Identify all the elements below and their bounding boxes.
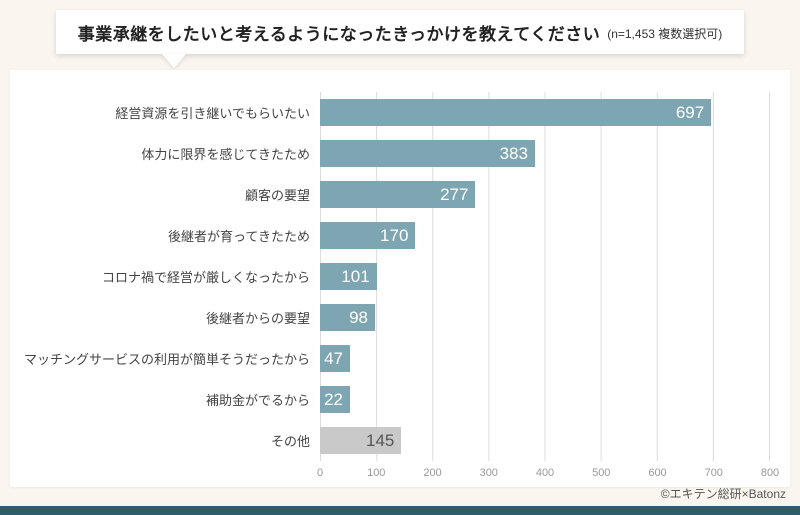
category-label: コロナ禍で経営が厳しくなったから — [101, 270, 310, 285]
bar-row: 697 — [320, 92, 769, 133]
page-title: 事業承継をしたいと考えるようになったきっかけを教えてください — [77, 24, 601, 44]
x-tick-label: 700 — [704, 467, 723, 479]
chart-card: 経営資源を引き継いでもらいたい体力に限界を感じてきたため顧客の要望後継者が育って… — [10, 70, 790, 487]
bar-value-label: 145 — [366, 431, 395, 450]
bar-row: 101 — [320, 256, 769, 297]
bar-value-label: 22 — [324, 390, 343, 409]
bar-row: 383 — [320, 133, 769, 174]
bar: 98 — [320, 304, 375, 331]
x-tick-label: 500 — [592, 467, 611, 479]
bar: 145 — [320, 427, 402, 454]
category-label: 顧客の要望 — [244, 188, 310, 203]
x-tick-label: 0 — [316, 467, 324, 479]
category-label: 後継者が育ってきたため — [168, 229, 310, 244]
bar: 101 — [320, 263, 377, 290]
speech-bubble-pointer — [162, 54, 186, 68]
bar-value-label: 98 — [349, 308, 368, 327]
bar-value-label: 170 — [380, 226, 409, 245]
bar: 697 — [320, 99, 712, 126]
plot-col: 697 383 277 170 101 98 47 22 145 — [320, 92, 770, 461]
category-label: 経営資源を引き継いでもらいたい — [115, 106, 310, 121]
x-tick-label: 600 — [648, 467, 667, 479]
axis-ticks: 0 100 200 300 400 500 600 700 800 — [316, 465, 779, 485]
bar: 277 — [320, 181, 476, 208]
bar-row: 277 — [320, 174, 769, 215]
bar-value-label: 277 — [440, 185, 469, 204]
category-label: マッチングサービスの利用が簡単そうだったから — [23, 352, 310, 367]
category-label: 後継者からの要望 — [205, 311, 310, 326]
bottom-accent-bar — [0, 506, 800, 515]
copyright-credit: ©エキテン総研×Batonz — [660, 487, 786, 501]
bar-row: 47 — [320, 338, 769, 379]
plot-wrap: 697 383 277 170 101 98 47 22 145 0 100 200 300 400 50… — [316, 92, 779, 485]
bar: 383 — [320, 140, 535, 167]
bar-row: 98 — [320, 297, 769, 338]
bar-row: 145 — [320, 420, 769, 461]
x-tick-label: 300 — [479, 467, 498, 479]
labels-col: 経営資源を引き継いでもらいたい体力に限界を感じてきたため顧客の要望後継者が育って… — [10, 92, 320, 485]
bar: 22 — [320, 386, 350, 413]
x-tick-label: 100 — [367, 467, 386, 479]
bar-row: 170 — [320, 215, 769, 256]
bar-row: 22 — [320, 379, 769, 420]
bar-value-label: 47 — [324, 349, 343, 368]
bar-value-label: 697 — [675, 103, 705, 122]
category-label: 体力に限界を感じてきたため — [141, 147, 310, 162]
bar-value-label: 101 — [341, 267, 370, 286]
x-tick-label: 400 — [535, 467, 555, 479]
x-tick-label: 800 — [760, 467, 780, 479]
chart-title-card: 事業承継をしたいと考えるようになったきっかけを教えてください (n=1,453 … — [56, 10, 744, 54]
sample-size-note: (n=1,453 複数選択可) — [607, 27, 723, 41]
bar-chart: 経営資源を引き継いでもらいたい体力に限界を感じてきたため顧客の要望後継者が育って… — [10, 92, 790, 485]
x-tick-label: 200 — [423, 467, 442, 479]
category-label: その他 — [270, 434, 310, 449]
category-label: 補助金がでるから — [205, 393, 310, 408]
bar-value-label: 383 — [499, 144, 528, 163]
bar: 170 — [320, 222, 416, 249]
bar: 47 — [320, 345, 350, 372]
